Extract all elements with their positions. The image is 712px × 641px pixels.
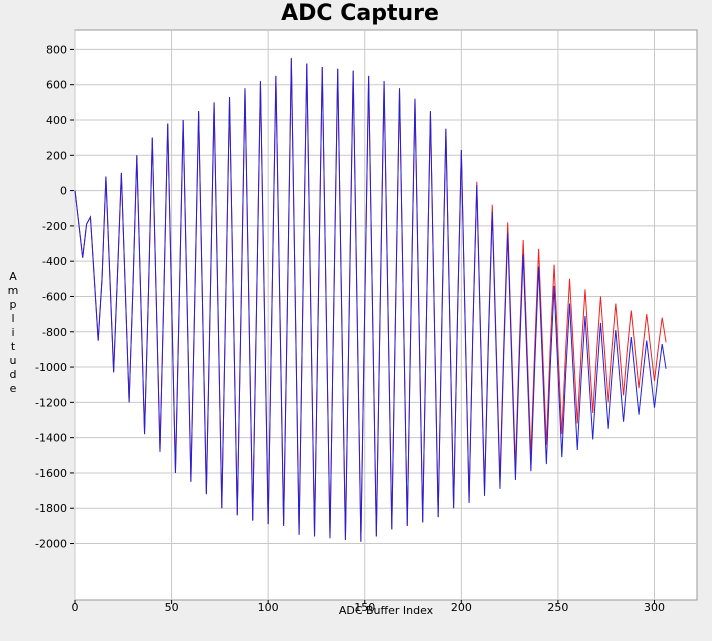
plot-area — [74, 29, 698, 601]
x-tick-label: 200 — [451, 601, 472, 614]
x-tick-label: 250 — [547, 601, 568, 614]
chart-title: ADC Capture — [281, 1, 439, 26]
x-axis-label: ADC Buffer Index — [339, 604, 434, 617]
y-tick-label: -400 — [42, 255, 67, 268]
x-tick-label: 0 — [72, 601, 79, 614]
y-tick-label: 0 — [60, 185, 67, 198]
y-tick-label: 400 — [46, 114, 67, 127]
x-tick-label: 50 — [165, 601, 179, 614]
series-line — [74, 58, 667, 542]
y-tick-label: -1200 — [35, 396, 67, 409]
y-tick-label: 600 — [46, 79, 67, 92]
y-tick-label: -600 — [42, 290, 67, 303]
y-tick-label: -1800 — [35, 502, 67, 515]
y-tick-label: -200 — [42, 220, 67, 233]
y-tick-label: -800 — [42, 326, 67, 339]
y-tick-label: 800 — [46, 43, 67, 56]
x-tick-label: 300 — [644, 601, 665, 614]
y-tick-label: -1400 — [35, 432, 67, 445]
x-tick-label: 100 — [258, 601, 279, 614]
x-tick-label: 150 — [354, 601, 375, 614]
y-tick-label: -1000 — [35, 361, 67, 374]
y-tick-label: 200 — [46, 149, 67, 162]
y-tick-label: -1600 — [35, 467, 67, 480]
y-tick-label: -2000 — [35, 538, 67, 551]
